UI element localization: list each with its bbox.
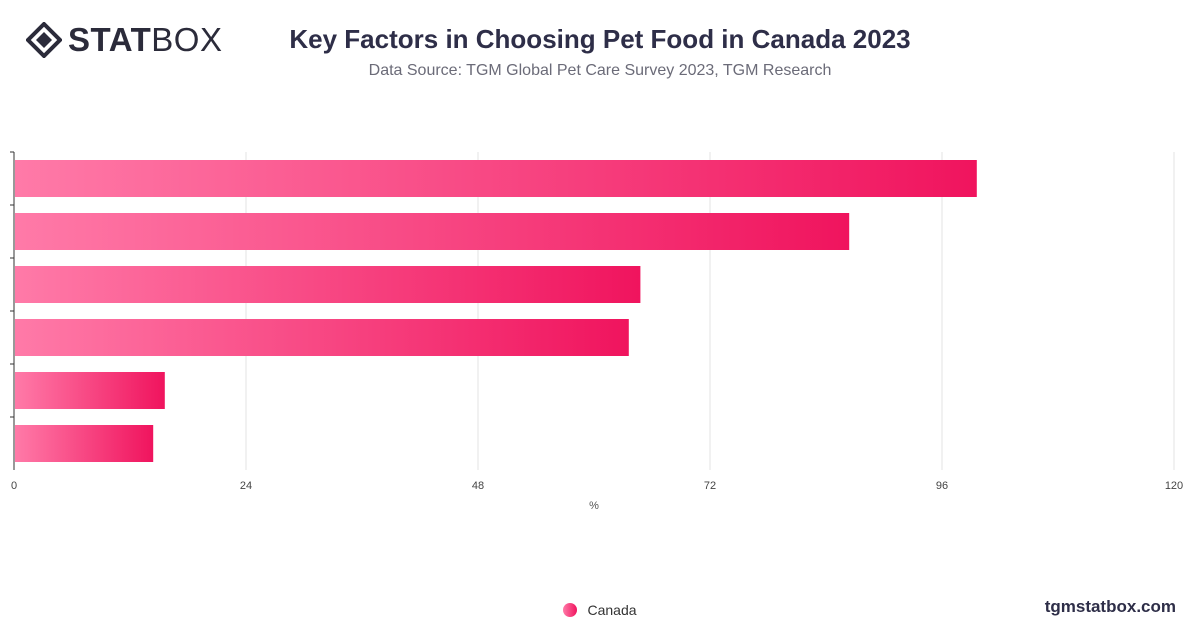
axes: 0 24 48 72 96 120 (10, 151, 1183, 492)
bar-canada-6[interactable] (15, 425, 154, 462)
logo-text-bold: STAT (68, 21, 152, 58)
statbox-logo: STATBOX (26, 22, 222, 58)
bar-canada-2[interactable] (15, 213, 850, 250)
bar-canada-5[interactable] (15, 372, 165, 409)
chart-subtitle: Data Source: TGM Global Pet Care Survey … (368, 62, 832, 79)
grid-lines (245, 152, 1175, 470)
x-tick-label: 0 (11, 480, 17, 492)
logo-text-light: BOX (151, 21, 223, 58)
brand-url: tgmstatbox.com (1044, 597, 1176, 616)
legend-label-canada[interactable]: Canada (587, 602, 637, 618)
legend: Canada (0, 602, 1200, 618)
x-tick-label: 96 (936, 480, 948, 492)
x-tick-label: 24 (240, 480, 252, 492)
statbox-diamond-icon (26, 22, 62, 58)
bar-canada-3[interactable] (15, 266, 641, 303)
legend-swatch-canada[interactable] (563, 603, 578, 617)
chart-title: Key Factors in Choosing Pet Food in Cana… (289, 24, 911, 54)
x-tick-label: 72 (704, 480, 716, 492)
x-tick-label: 48 (472, 480, 484, 492)
x-tick-label: 120 (1165, 480, 1183, 492)
bar-canada-1[interactable] (15, 160, 977, 197)
bar-canada-4[interactable] (15, 319, 629, 356)
x-axis-label: % (589, 500, 599, 512)
logo-text: STATBOX (68, 22, 222, 58)
bars (15, 160, 977, 462)
